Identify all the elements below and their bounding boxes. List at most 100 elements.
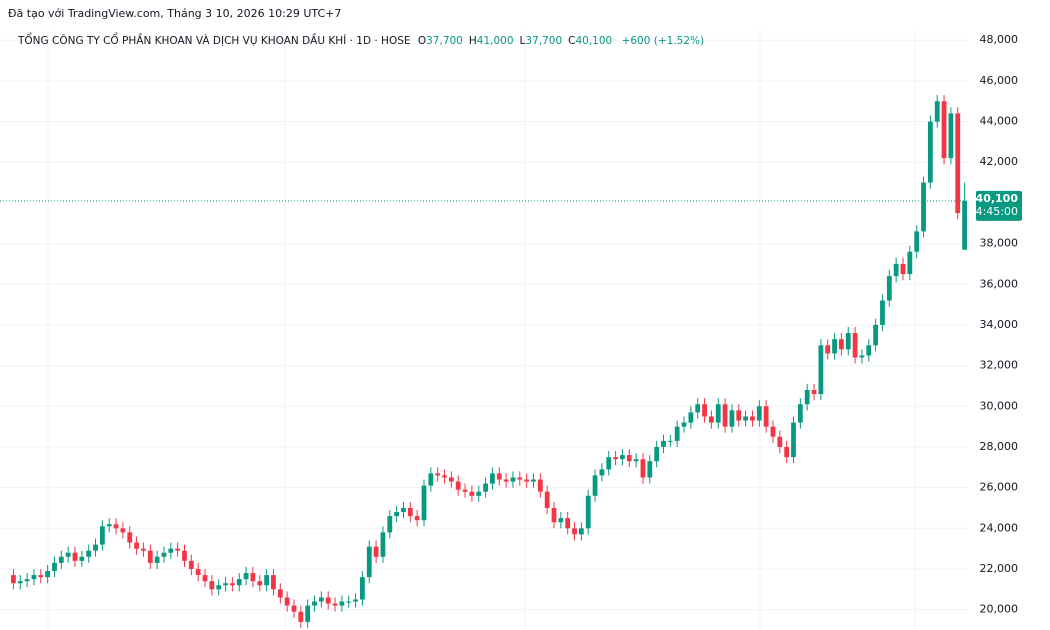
- candle-body: [791, 422, 796, 458]
- ohlc-value: 37,700: [426, 35, 463, 47]
- candle-body: [955, 113, 961, 214]
- candle-body: [182, 550, 187, 561]
- candle-body: [243, 573, 249, 580]
- candle-body: [236, 579, 242, 586]
- candle-body: [531, 479, 536, 482]
- candle-body: [578, 528, 584, 535]
- candle-body: [572, 528, 577, 535]
- candle-body: [804, 390, 810, 405]
- candle-body: [346, 601, 352, 603]
- y-tick-label: 44,000: [980, 115, 1019, 128]
- candle-body: [209, 581, 215, 590]
- candle-body: [818, 345, 824, 395]
- candle-body: [79, 556, 85, 561]
- candle-body: [45, 571, 51, 578]
- candle-body: [927, 121, 933, 183]
- candle-body: [373, 546, 379, 557]
- candle-body: [667, 440, 673, 442]
- candle-body: [455, 481, 461, 490]
- candle-body: [886, 276, 892, 301]
- ohlc-key: L: [519, 35, 526, 47]
- candle-body: [633, 459, 639, 462]
- candle-body: [271, 575, 276, 590]
- candle-body: [647, 461, 653, 478]
- ohlc-value: 41,000: [476, 35, 514, 47]
- candle-body: [339, 601, 345, 606]
- candle-body: [188, 560, 194, 569]
- candle-body: [845, 333, 851, 350]
- candle-body: [421, 485, 427, 521]
- candle-body: [147, 550, 153, 563]
- candle-body: [565, 518, 571, 529]
- candle-body: [312, 601, 317, 606]
- candle-body: [332, 603, 338, 606]
- candle-body: [120, 528, 126, 533]
- candle-body: [113, 524, 119, 529]
- candle-body: [38, 575, 44, 578]
- candle-body: [558, 518, 564, 523]
- candle-body: [743, 416, 749, 421]
- candle-body: [708, 416, 714, 423]
- ohlc-value: 40,100: [575, 35, 613, 47]
- y-tick-label: 30,000: [980, 399, 1019, 412]
- candle-body: [715, 404, 721, 423]
- candle-body: [907, 251, 913, 275]
- ohlc-key: H: [468, 35, 477, 47]
- candle-body: [750, 416, 755, 421]
- candle-body: [407, 507, 413, 517]
- candle-body: [353, 599, 358, 602]
- candle-body: [134, 542, 139, 549]
- y-tick-label: 26,000: [980, 481, 1019, 494]
- candle-body: [722, 404, 728, 427]
- candle-body: [585, 495, 591, 529]
- candle-body: [93, 544, 98, 551]
- candle-body: [832, 339, 837, 354]
- candle-body: [524, 479, 530, 482]
- candle-body: [127, 532, 133, 543]
- candle-body: [729, 410, 735, 427]
- candle-body: [250, 573, 256, 582]
- candle-body: [626, 455, 632, 462]
- candle-body: [893, 263, 899, 277]
- y-tick-label: 22,000: [980, 562, 1019, 575]
- candle-body: [770, 426, 776, 437]
- y-tick-label: 38,000: [980, 237, 1019, 250]
- candle-body: [695, 404, 701, 413]
- candle-body: [428, 473, 434, 486]
- candle-body: [442, 475, 447, 478]
- y-tick-label: 28,000: [980, 440, 1019, 453]
- candle-body: [880, 300, 885, 325]
- candle-body: [202, 575, 208, 582]
- y-tick-label: 32,000: [980, 359, 1019, 372]
- candle-body: [613, 457, 618, 460]
- ohlc-key: O: [417, 35, 427, 47]
- change-label: +600 (+1.52%): [621, 35, 705, 47]
- candle-body: [195, 568, 201, 576]
- candle-body: [448, 477, 454, 482]
- countdown-label: 04:45:00: [969, 205, 1018, 218]
- candle-body: [462, 489, 468, 492]
- last-price-tag: [976, 190, 1022, 221]
- candle-body: [599, 469, 605, 476]
- candle-body: [592, 475, 598, 496]
- y-tick-label: 48,000: [980, 33, 1019, 46]
- candle-body: [72, 552, 78, 561]
- candle-body: [24, 579, 30, 582]
- candle-body: [380, 532, 386, 557]
- candle-body: [551, 507, 557, 523]
- y-tick-label: 42,000: [980, 155, 1019, 168]
- candle-body: [141, 548, 146, 551]
- candle-body: [469, 491, 475, 496]
- symbol-title: TỔNG CÔNG TY CỔ PHẦN KHOAN VÀ DỊCH VỤ KH…: [18, 35, 411, 47]
- candle-body: [414, 516, 420, 521]
- candle-body: [264, 575, 270, 586]
- candle-body: [11, 575, 16, 584]
- ohlc-values: O37,700 H41,000 L37,700 C40,100: [414, 35, 618, 47]
- candle-body: [674, 426, 680, 441]
- candle-body: [839, 339, 844, 350]
- candle-body: [394, 512, 400, 517]
- attribution: Đã tạo với TradingView.com, Tháng 3 10, …: [8, 7, 342, 20]
- candle-body: [52, 562, 57, 572]
